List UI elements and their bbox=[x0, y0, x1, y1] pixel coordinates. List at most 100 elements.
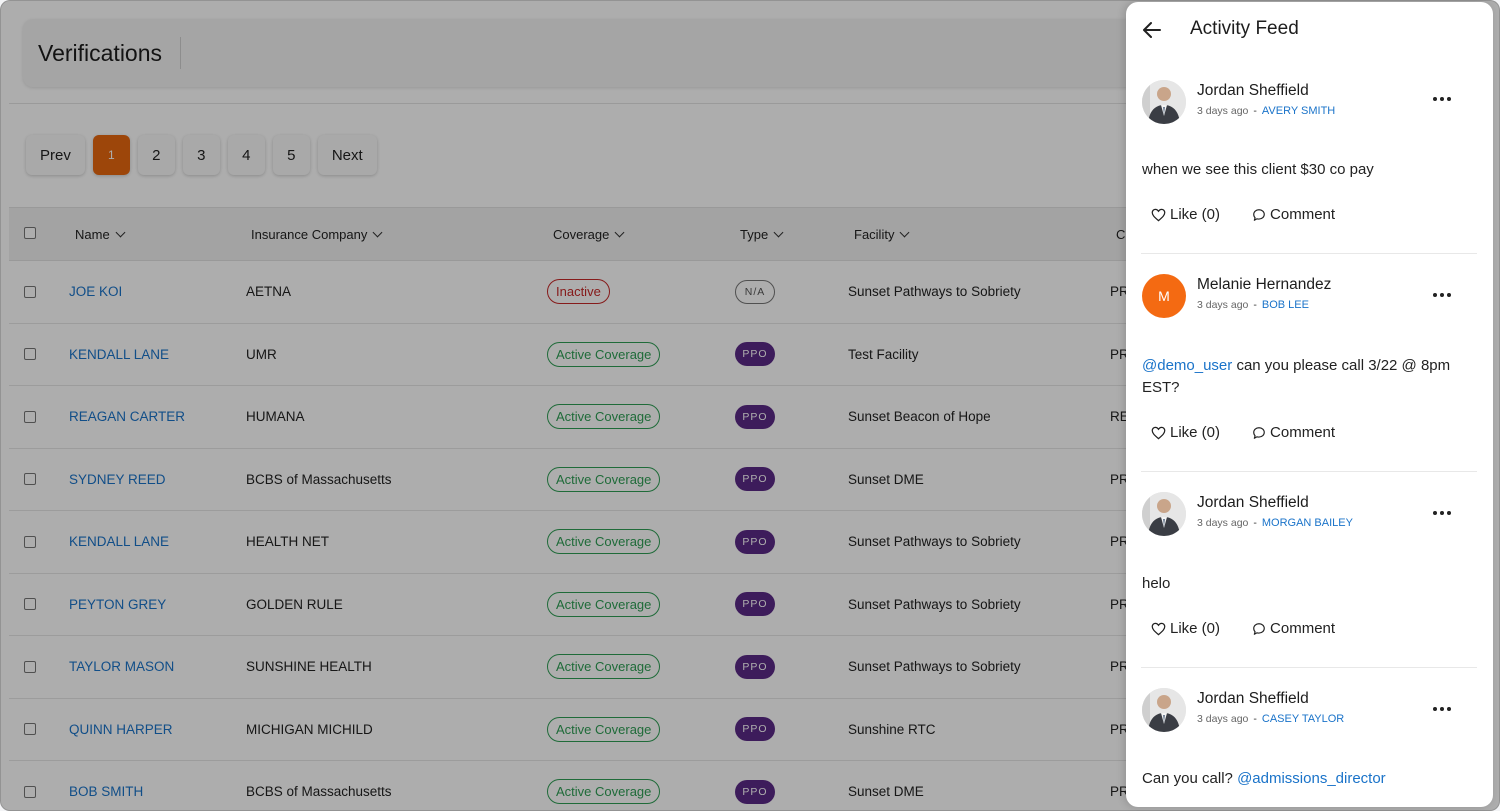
row-checkbox[interactable] bbox=[24, 535, 36, 548]
facility: Sunset Pathways to Sobriety bbox=[848, 659, 1021, 675]
table-row: JOE KOI AETNA Inactive N/A Sunset Pathwa… bbox=[9, 261, 1209, 324]
next-page-button[interactable]: Next bbox=[317, 135, 377, 175]
post-target-link[interactable]: AVERY SMITH bbox=[1261, 105, 1336, 117]
post-target-link[interactable]: MORGAN BAILEY bbox=[1261, 517, 1353, 529]
comment-icon bbox=[1253, 622, 1265, 635]
insurance-company: GOLDEN RULE bbox=[246, 596, 343, 612]
coverage-badge: Active Coverage bbox=[547, 654, 661, 680]
page-button-3[interactable]: 3 bbox=[182, 135, 220, 175]
verifications-table: Name Insurance Company Coverage Type Fac… bbox=[9, 207, 1209, 810]
post-actions: Like (0) Comment bbox=[1151, 424, 1367, 441]
row-checkbox[interactable] bbox=[24, 660, 36, 673]
more-horizontal-icon[interactable] bbox=[1432, 96, 1452, 102]
column-header-facility[interactable]: Facility bbox=[854, 227, 910, 242]
insurance-company: UMR bbox=[246, 346, 277, 362]
page-button-5[interactable]: 5 bbox=[272, 135, 310, 175]
client-name-link[interactable]: REAGAN CARTER bbox=[69, 409, 186, 425]
column-header-name-label: Name bbox=[75, 226, 110, 242]
post-target-link[interactable]: BOB LEE bbox=[1261, 299, 1309, 311]
column-header-coverage[interactable]: Coverage bbox=[553, 226, 625, 242]
column-header-insurance-label: Insurance Company bbox=[251, 226, 368, 242]
like-button[interactable]: Like (0) bbox=[1151, 424, 1220, 441]
column-header-name[interactable]: Name bbox=[75, 226, 126, 242]
page-button-4[interactable]: 4 bbox=[227, 135, 265, 175]
user-mention-link[interactable]: @demo_user bbox=[1142, 357, 1233, 374]
post-author[interactable]: Jordan Sheffield bbox=[1197, 690, 1309, 707]
user-mention-link[interactable]: @admissions_director bbox=[1237, 770, 1386, 787]
table-row: PEYTON GREY GOLDEN RULE Active Coverage … bbox=[9, 573, 1209, 636]
column-header-coverage-label: Coverage bbox=[553, 226, 610, 242]
post-author[interactable]: Jordan Sheffield bbox=[1197, 82, 1309, 99]
type-badge: N/A bbox=[735, 279, 775, 304]
client-name-link[interactable]: KENDALL LANE bbox=[69, 346, 170, 362]
clipped-cell: PR bbox=[1110, 721, 1129, 737]
table-row: KENDALL LANE HEALTH NET Active Coverage … bbox=[9, 511, 1209, 574]
post-body: Can you call? @admissions_director bbox=[1142, 768, 1472, 790]
like-button[interactable]: Like (0) bbox=[1151, 206, 1220, 223]
type-badge: PPO bbox=[735, 404, 775, 429]
row-checkbox[interactable] bbox=[24, 410, 36, 423]
table-row: SYDNEY REED BCBS of Massachusetts Active… bbox=[9, 448, 1209, 511]
comment-button[interactable]: Comment bbox=[1252, 206, 1335, 223]
post-author[interactable]: Melanie Hernandez bbox=[1197, 276, 1332, 293]
insurance-company: MICHIGAN MICHILD bbox=[246, 721, 373, 737]
facility: Sunshine RTC bbox=[848, 721, 936, 737]
comment-button[interactable]: Comment bbox=[1252, 424, 1335, 441]
page-button-2[interactable]: 2 bbox=[137, 135, 175, 175]
back-arrow-icon[interactable] bbox=[1142, 20, 1162, 40]
like-label: Like (0) bbox=[1170, 620, 1221, 637]
user-photo-icon bbox=[1142, 492, 1186, 536]
clipped-cell: PR bbox=[1110, 659, 1129, 675]
clipped-cell: PR bbox=[1110, 284, 1129, 300]
coverage-badge: Inactive bbox=[547, 279, 610, 305]
pagination: Prev 1 2 3 4 5 Next bbox=[26, 135, 377, 175]
post-author[interactable]: Jordan Sheffield bbox=[1197, 494, 1309, 511]
facility: Sunset Pathways to Sobriety bbox=[848, 596, 1021, 612]
type-badge: PPO bbox=[735, 342, 775, 367]
column-header-type[interactable]: Type bbox=[740, 227, 784, 242]
post-target-link[interactable]: CASEY TAYLOR bbox=[1261, 713, 1345, 725]
post-body: helo bbox=[1142, 573, 1472, 595]
more-horizontal-icon[interactable] bbox=[1432, 292, 1452, 298]
row-checkbox[interactable] bbox=[24, 285, 36, 298]
insurance-company: AETNA bbox=[246, 284, 292, 300]
post-time: 3 days ago bbox=[1197, 105, 1249, 117]
select-all-checkbox[interactable] bbox=[24, 227, 36, 239]
column-header-insurance[interactable]: Insurance Company bbox=[251, 226, 383, 242]
post-body: when we see this client $30 co pay bbox=[1142, 159, 1472, 181]
row-checkbox[interactable] bbox=[24, 348, 36, 361]
client-name-link[interactable]: JOE KOI bbox=[69, 284, 123, 300]
activity-feed-panel: Activity Feed Jordan Sheffield 3 days ag… bbox=[1126, 2, 1493, 807]
column-header-clipped[interactable]: Cl bbox=[1116, 226, 1129, 242]
table-header: Name Insurance Company Coverage Type Fac… bbox=[9, 207, 1209, 261]
client-name-link[interactable]: TAYLOR MASON bbox=[69, 659, 175, 675]
post-meta: 3 days ago - MORGAN BAILEY bbox=[1197, 517, 1353, 529]
prev-page-button[interactable]: Prev bbox=[26, 135, 85, 175]
client-name-link[interactable]: QUINN HARPER bbox=[69, 721, 173, 737]
row-checkbox[interactable] bbox=[24, 723, 36, 736]
post-meta: 3 days ago - BOB LEE bbox=[1197, 299, 1309, 311]
table-row: BOB SMITH BCBS of Massachusetts Active C… bbox=[9, 761, 1209, 810]
avatar: M bbox=[1142, 274, 1186, 318]
post-divider bbox=[1141, 471, 1477, 472]
row-checkbox[interactable] bbox=[24, 598, 36, 611]
client-name-link[interactable]: SYDNEY REED bbox=[69, 471, 166, 487]
comment-label: Comment bbox=[1270, 424, 1336, 441]
post-time: 3 days ago bbox=[1197, 713, 1249, 725]
type-badge: PPO bbox=[735, 467, 775, 492]
client-name-link[interactable]: BOB SMITH bbox=[69, 784, 144, 800]
client-name-link[interactable]: PEYTON GREY bbox=[69, 596, 167, 612]
comment-icon bbox=[1253, 426, 1265, 439]
comment-button[interactable]: Comment bbox=[1252, 620, 1335, 637]
post-text: Can you call? bbox=[1142, 770, 1238, 787]
like-button[interactable]: Like (0) bbox=[1151, 620, 1220, 637]
more-horizontal-icon[interactable] bbox=[1432, 510, 1452, 516]
more-horizontal-icon[interactable] bbox=[1432, 706, 1452, 712]
avatar bbox=[1142, 688, 1186, 732]
row-checkbox[interactable] bbox=[24, 785, 36, 798]
client-name-link[interactable]: KENDALL LANE bbox=[69, 534, 170, 550]
post-text: when we see this client $30 co pay bbox=[1142, 161, 1374, 178]
post-divider bbox=[1141, 667, 1477, 668]
row-checkbox[interactable] bbox=[24, 473, 36, 486]
page-button-1[interactable]: 1 bbox=[92, 135, 130, 175]
